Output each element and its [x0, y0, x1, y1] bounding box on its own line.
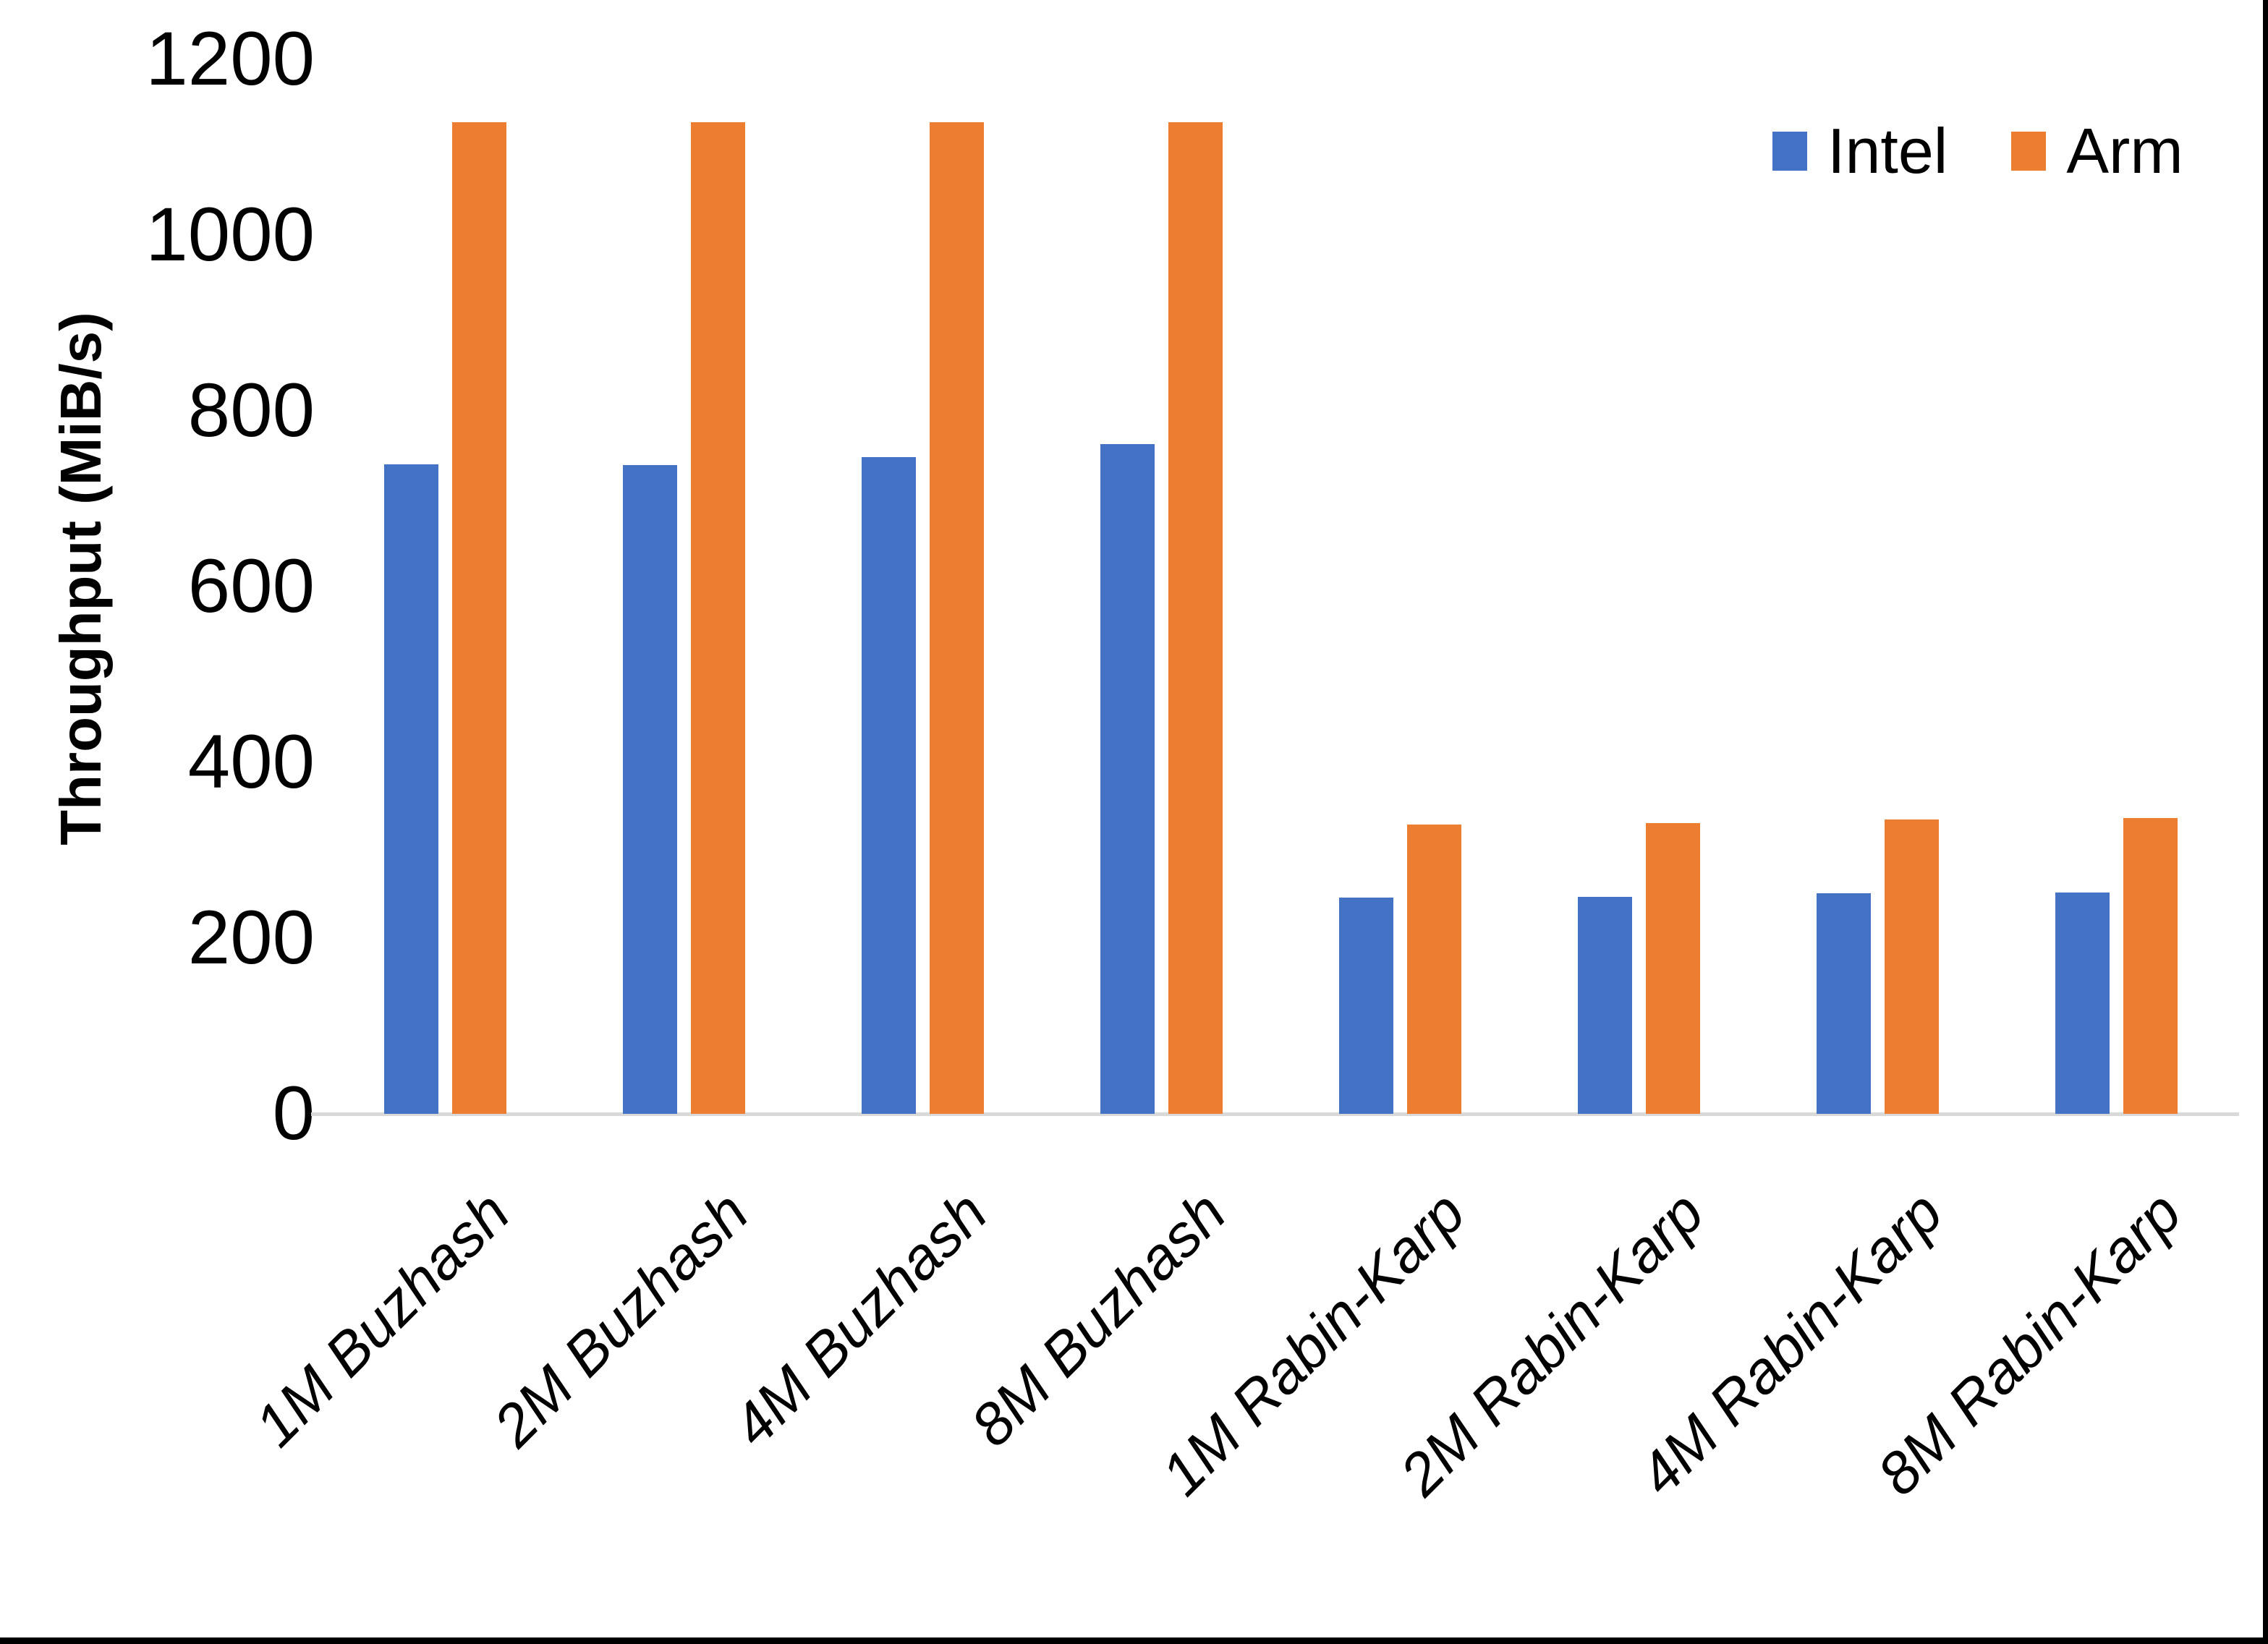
category-group-1m-buzhash [326, 122, 564, 1114]
bar-intel-4m-buzhash [861, 457, 916, 1114]
frame-border-bottom [0, 1637, 2268, 1644]
x-tick-label-4m-buzhash: 4M Buzhash [720, 1179, 1001, 1460]
category-group-8m-buzhash [1042, 122, 1280, 1114]
bar-intel-8m-rabin-karp [2055, 893, 2110, 1114]
legend-label-arm: Arm [2066, 115, 2183, 187]
bar-intel-2m-buzhash [622, 465, 677, 1114]
bar-arm-1m-buzhash [451, 122, 506, 1114]
x-tick-label-2m-buzhash: 2M Buzhash [481, 1179, 762, 1460]
category-group-2m-rabin-karp [1519, 823, 1758, 1114]
bar-intel-8m-buzhash [1100, 444, 1155, 1114]
x-axis-line [311, 1112, 2239, 1116]
frame-border-right [2263, 0, 2268, 1644]
bar-arm-4m-rabin-karp [1884, 819, 1939, 1114]
bar-arm-8m-rabin-karp [2123, 818, 2178, 1114]
category-group-1m-rabin-karp [1280, 825, 1519, 1114]
bar-arm-4m-buzhash [929, 122, 984, 1114]
category-group-4m-rabin-karp [1758, 819, 1997, 1114]
legend-item-arm: Arm [2011, 114, 2183, 188]
y-tick-label-400: 400 [187, 720, 315, 804]
category-group-2m-buzhash [564, 122, 803, 1114]
legend-swatch-arm [2011, 132, 2047, 171]
bar-intel-1m-buzhash [383, 464, 438, 1114]
y-tick-label-1200: 1200 [145, 17, 315, 101]
y-tick-label-200: 200 [187, 895, 315, 980]
y-axis-title: Throughput (MiB/s) [48, 312, 113, 846]
category-group-4m-buzhash [803, 122, 1042, 1114]
bar-arm-2m-rabin-karp [1645, 823, 1700, 1114]
y-tick-label-800: 800 [187, 368, 315, 453]
legend-item-intel: Intel [1772, 114, 1948, 188]
bar-intel-1m-rabin-karp [1338, 898, 1393, 1114]
bar-arm-1m-rabin-karp [1406, 825, 1461, 1114]
legend: Intel Arm [1772, 114, 2183, 188]
bar-arm-2m-buzhash [690, 122, 745, 1114]
x-tick-label-1m-buzhash: 1M Buzhash [242, 1179, 523, 1460]
bar-arm-8m-buzhash [1168, 122, 1223, 1114]
bar-intel-4m-rabin-karp [1816, 893, 1871, 1114]
y-tick-label-0: 0 [272, 1071, 315, 1156]
y-tick-label-600: 600 [187, 544, 315, 629]
bar-intel-2m-rabin-karp [1577, 897, 1632, 1114]
y-tick-label-1000: 1000 [145, 192, 315, 277]
legend-label-intel: Intel [1827, 115, 1948, 187]
category-group-8m-rabin-karp [1997, 818, 2235, 1114]
legend-swatch-intel [1772, 132, 1807, 171]
